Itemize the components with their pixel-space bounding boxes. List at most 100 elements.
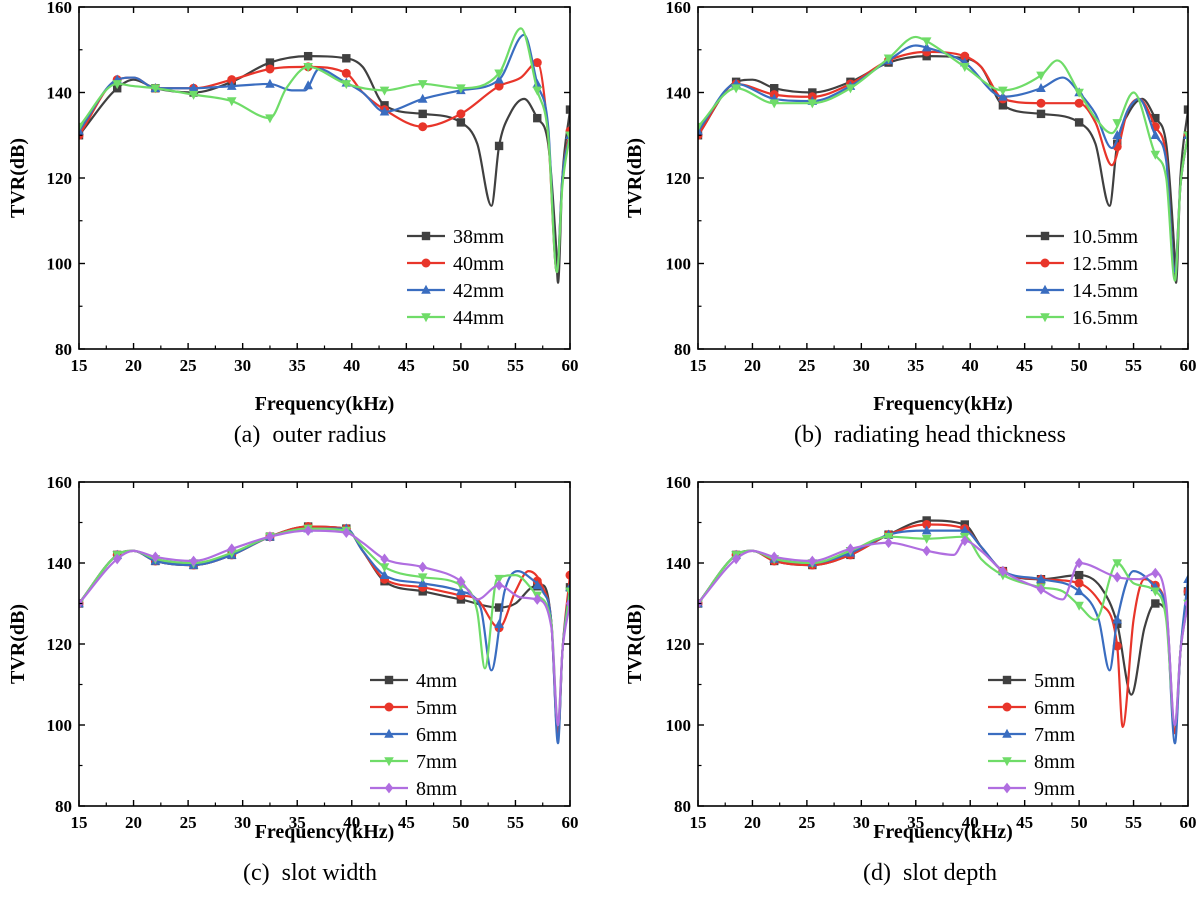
data-point-16.5mm (807, 99, 818, 109)
data-point-4mm (494, 603, 504, 612)
legend-label-38mm: 38mm (453, 226, 505, 248)
legend-marker-8mm (1002, 757, 1012, 767)
data-point-9mm (1151, 567, 1160, 579)
x-tick-label: 45 (398, 813, 415, 832)
data-point-38mm (342, 54, 351, 63)
series-line-6mm (79, 527, 570, 745)
data-point-8mm (1112, 559, 1123, 569)
data-point-9mm (808, 555, 817, 567)
data-point-9mm (770, 551, 779, 563)
x-tick-label: 45 (1016, 813, 1033, 832)
x-tick-label: 50 (452, 356, 469, 375)
x-tick-label: 35 (907, 813, 924, 832)
y-axis-label: TVR(dB) (624, 604, 646, 684)
data-point-8mm (1150, 587, 1161, 597)
data-point-44mm (150, 84, 161, 94)
legend-label-40mm: 40mm (453, 253, 505, 275)
legend: 5mm 6mm 7mm 8mm 9mm (988, 670, 1076, 800)
series-markers-8mm (698, 532, 1188, 611)
legend-label-14.5mm: 14.5mm (1072, 280, 1139, 302)
data-point-16.5mm (769, 99, 780, 109)
x-tick-label: 20 (744, 356, 761, 375)
y-tick-label: 120 (666, 169, 692, 188)
legend-label-44mm: 44mm (453, 307, 505, 329)
data-point-8mm (227, 543, 236, 555)
data-point-6mm (456, 586, 466, 596)
y-tick-label: 160 (47, 0, 73, 17)
data-point-16.5mm (845, 84, 856, 94)
data-point-44mm (188, 90, 199, 100)
x-tick-label: 40 (962, 813, 979, 832)
x-tick-label: 25 (798, 813, 815, 832)
legend-marker-4mm (384, 675, 394, 685)
x-tick-label: 20 (125, 813, 142, 832)
x-tick-label: 40 (962, 356, 979, 375)
data-point-8mm (112, 553, 122, 565)
panel-caption: (d) slot depth (863, 860, 997, 886)
data-point-38mm (494, 141, 504, 151)
x-tick-label: 20 (744, 813, 761, 832)
legend-label-8mm: 8mm (416, 778, 458, 800)
data-point-8mm (151, 551, 160, 563)
data-point-8mm (1074, 601, 1084, 611)
data-point-16.5mm (1112, 119, 1123, 129)
y-axis-label: TVR(dB) (7, 138, 29, 218)
y-tick-label: 120 (47, 635, 73, 654)
data-point-9mm (731, 553, 741, 565)
legend-marker-7mm (1002, 728, 1012, 738)
x-tick-label: 45 (398, 356, 415, 375)
legend-label-6mm: 6mm (416, 724, 458, 746)
y-tick-label: 100 (47, 255, 73, 274)
series-markers-44mm (79, 63, 570, 141)
legend: 10.5mm 12.5mm 14.5mm 16.5mm (1026, 226, 1139, 329)
data-point-10.5mm (770, 84, 779, 93)
data-point-38mm (303, 51, 313, 61)
data-point-42mm (417, 93, 428, 103)
legend: 4mm 5mm 6mm 7mm 8mm (370, 670, 458, 800)
x-tick-label: 15 (690, 356, 707, 375)
data-point-40mm (456, 109, 466, 119)
data-point-40mm (532, 58, 542, 68)
data-point-44mm (341, 80, 352, 90)
data-point-9mm (960, 535, 969, 547)
y-tick-label: 160 (666, 0, 692, 17)
data-point-7mm (959, 525, 970, 535)
x-tick-label: 20 (125, 356, 142, 375)
data-point-16.5mm (959, 63, 970, 73)
x-tick-label: 30 (853, 356, 870, 375)
x-tick-label: 30 (234, 356, 251, 375)
x-tick-label: 35 (907, 356, 924, 375)
data-point-9mm (1036, 583, 1046, 595)
x-tick-label: 60 (562, 813, 579, 832)
series-markers-4mm (79, 522, 570, 612)
data-point-6mm (532, 580, 543, 590)
data-point-40mm (494, 81, 504, 91)
legend-label-7mm: 7mm (1034, 724, 1076, 746)
data-point-8mm (380, 553, 389, 565)
y-tick-label: 120 (666, 635, 692, 654)
data-point-42mm (532, 78, 543, 88)
chart-panel-3: 15 20 25 30 35 40 45 50 55 60 80 100 120 140 160 Freque… (7, 473, 579, 886)
x-tick-label: 50 (1071, 813, 1088, 832)
data-point-42mm (188, 83, 199, 93)
y-tick-label: 140 (666, 554, 692, 573)
legend-marker-40mm (421, 258, 431, 268)
x-tick-label: 45 (1016, 356, 1033, 375)
data-point-7mm (494, 574, 504, 584)
data-point-6mm (922, 520, 932, 530)
series-line-14.5mm (698, 44, 1188, 274)
series-markers-9mm (698, 535, 1188, 609)
y-tick-label: 100 (666, 716, 692, 735)
data-point-40mm (227, 75, 237, 85)
x-tick-label: 55 (507, 356, 524, 375)
legend-label-5mm: 5mm (1034, 670, 1076, 692)
data-point-42mm (379, 106, 390, 116)
data-point-9mm (846, 543, 855, 555)
data-point-6mm (379, 569, 390, 579)
panel-caption: (c) slot width (243, 860, 377, 886)
data-point-44mm (417, 80, 428, 90)
data-point-8mm (921, 534, 932, 544)
y-tick-label: 160 (666, 473, 692, 492)
data-point-16.5mm (1036, 71, 1046, 81)
